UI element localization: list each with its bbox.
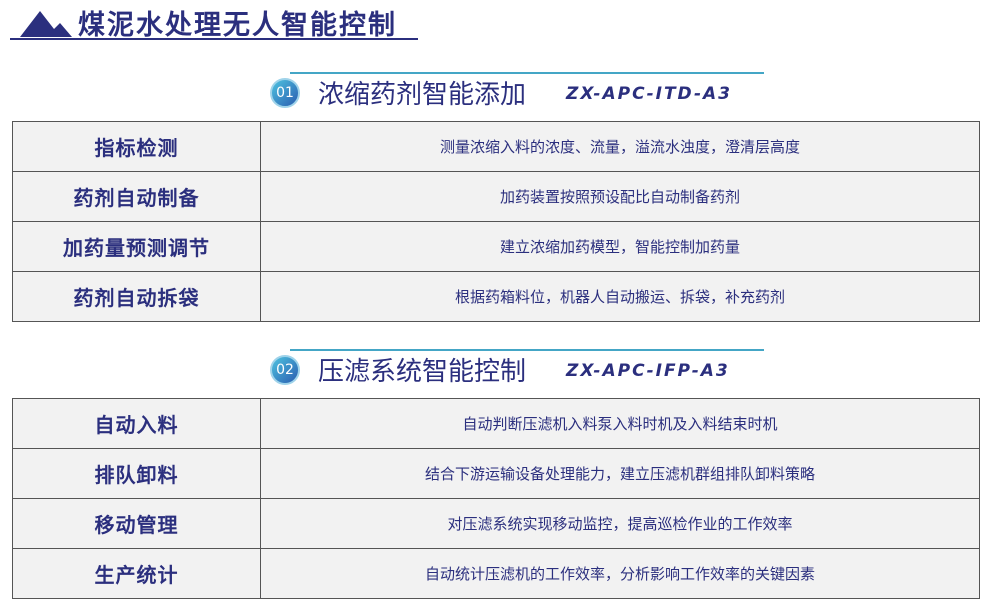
- feature-name: 药剂自动拆袋: [12, 271, 261, 322]
- title-underline: [10, 38, 418, 40]
- feature-name: 自动入料: [12, 398, 261, 449]
- feature-name: 指标检测: [12, 121, 261, 172]
- table-row: 移动管理 对压滤系统实现移动监控，提高巡检作业的工作效率: [12, 498, 980, 549]
- feature-name: 生产统计: [12, 548, 261, 599]
- feature-desc: 根据药箱料位，机器人自动搬运、拆袋，补充药剂: [260, 271, 980, 322]
- feature-desc: 自动判断压滤机入料泵入料时机及入料结束时机: [260, 398, 980, 449]
- section-rule: [290, 349, 764, 351]
- page-title: 煤泥水处理无人智能控制: [78, 9, 397, 41]
- table-row: 药剂自动拆袋 根据药箱料位，机器人自动搬运、拆袋，补充药剂: [12, 271, 980, 322]
- feature-desc: 对压滤系统实现移动监控，提高巡检作业的工作效率: [260, 498, 980, 549]
- feature-name: 药剂自动制备: [12, 171, 261, 222]
- feature-table-2: 自动入料 自动判断压滤机入料泵入料时机及入料结束时机 排队卸料 结合下游运输设备处理…: [12, 398, 980, 599]
- feature-desc: 结合下游运输设备处理能力，建立压滤机群组排队卸料策略: [260, 448, 980, 499]
- feature-desc: 自动统计压滤机的工作效率，分析影响工作效率的关键因素: [260, 548, 980, 599]
- feature-desc: 建立浓缩加药模型，智能控制加药量: [260, 221, 980, 272]
- section-header-2: 02 压滤系统智能控制 ZX-APC-IFP-A3: [266, 343, 766, 389]
- section-number-badge: 02: [270, 355, 300, 385]
- section-code: ZX-APC-IFP-A3: [566, 361, 730, 381]
- section-header-1: 01 浓缩药剂智能添加 ZX-APC-ITD-A3: [266, 66, 766, 112]
- table-row: 自动入料 自动判断压滤机入料泵入料时机及入料结束时机: [12, 398, 980, 449]
- table-row: 指标检测 测量浓缩入料的浓度、流量，溢流水浊度，澄清层高度: [12, 121, 980, 172]
- feature-desc: 测量浓缩入料的浓度、流量，溢流水浊度，澄清层高度: [260, 121, 980, 172]
- feature-table-1: 指标检测 测量浓缩入料的浓度、流量，溢流水浊度，澄清层高度 药剂自动制备 加药装置按…: [12, 121, 980, 322]
- table-row: 药剂自动制备 加药装置按照预设配比自动制备药剂: [12, 171, 980, 222]
- feature-desc: 加药装置按照预设配比自动制备药剂: [260, 171, 980, 222]
- mountain-logo-icon: [20, 11, 72, 37]
- section-number-badge: 01: [270, 78, 300, 108]
- feature-name: 加药量预测调节: [12, 221, 261, 272]
- feature-name: 移动管理: [12, 498, 261, 549]
- table-row: 加药量预测调节 建立浓缩加药模型，智能控制加药量: [12, 221, 980, 272]
- section-code: ZX-APC-ITD-A3: [566, 84, 733, 104]
- table-row: 生产统计 自动统计压滤机的工作效率，分析影响工作效率的关键因素: [12, 548, 980, 599]
- section-title: 压滤系统智能控制: [318, 357, 527, 387]
- section-title: 浓缩药剂智能添加: [318, 80, 527, 110]
- section-rule: [290, 72, 764, 74]
- page-title-block: 煤泥水处理无人智能控制: [20, 4, 397, 41]
- feature-name: 排队卸料: [12, 448, 261, 499]
- table-row: 排队卸料 结合下游运输设备处理能力，建立压滤机群组排队卸料策略: [12, 448, 980, 499]
